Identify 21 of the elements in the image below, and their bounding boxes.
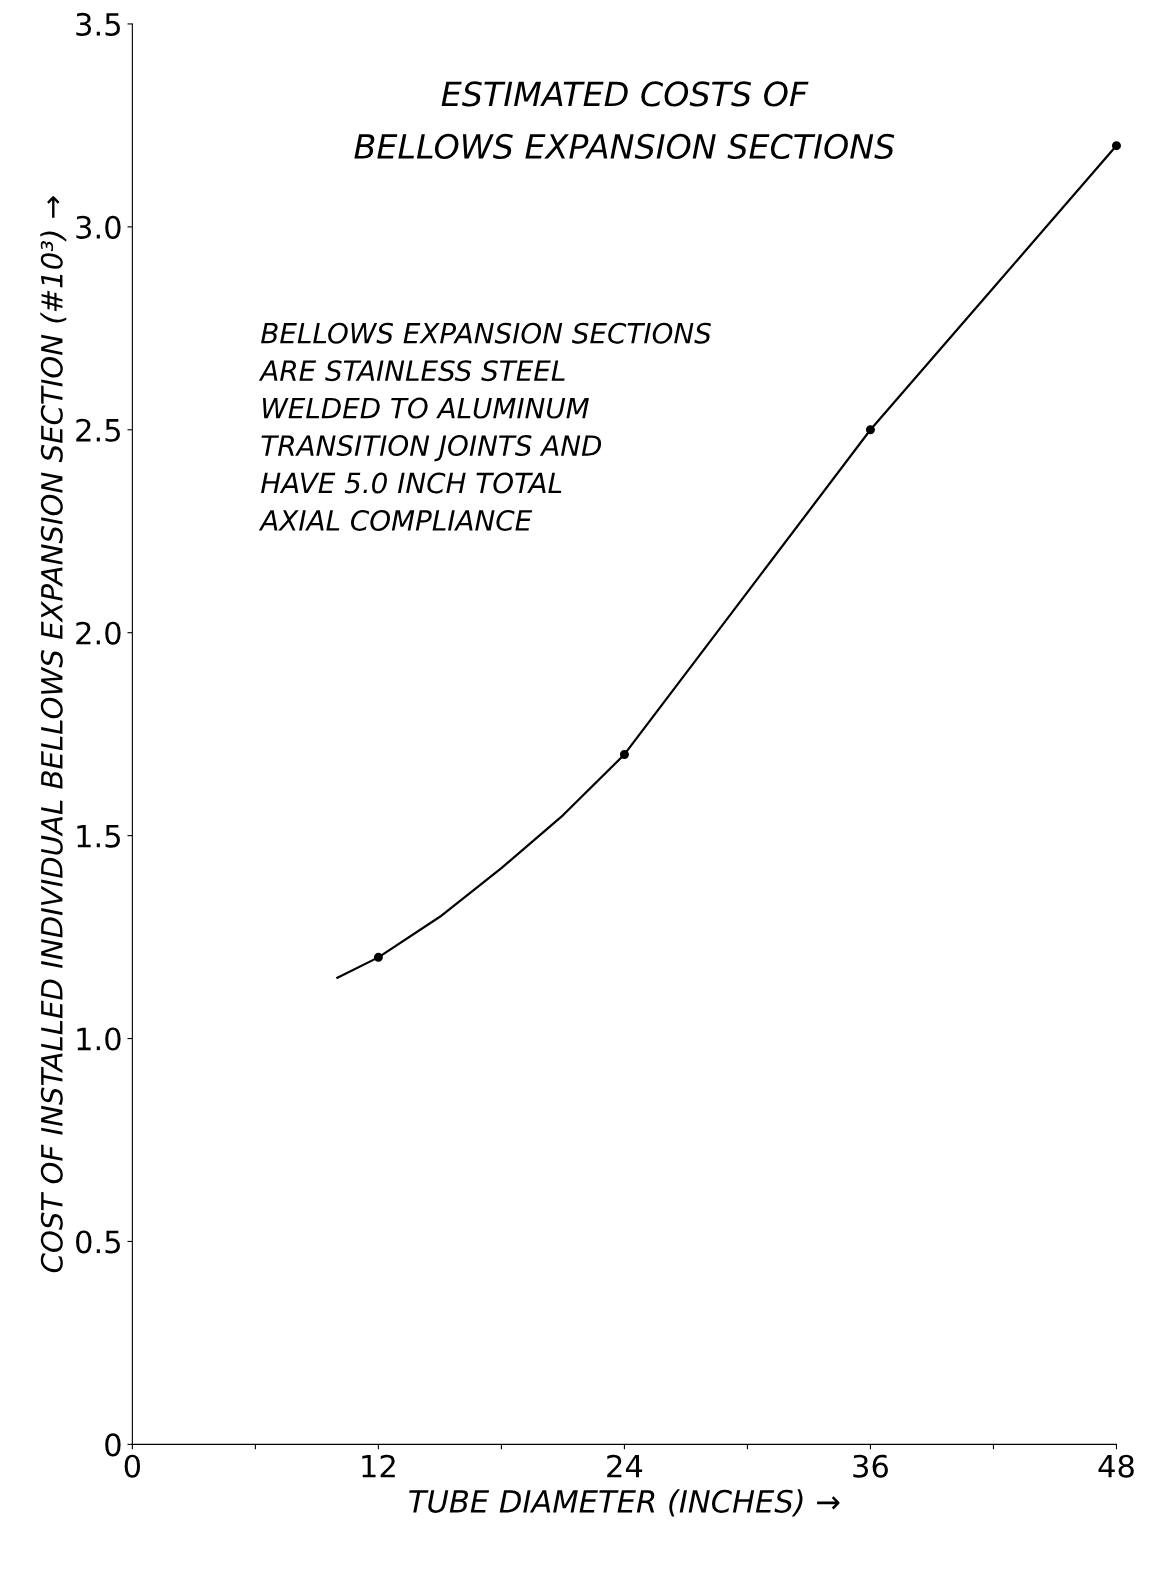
- y-tick-label: 1.0: [77, 1027, 121, 1051]
- x-tick-label: 24: [607, 1454, 643, 1478]
- text: ESTIMATED COSTS OF BELLOWS EXPANSION SECTIONS: [354, 81, 895, 160]
- x-tick-label: 36: [853, 1454, 888, 1478]
- y-axis-title: COST OF INSTALLED INDIVIDUAL BELLOWS EXPANSION SECTION (#10³) →: [40, 196, 67, 1273]
- y-tick-label: 0.5: [76, 1230, 120, 1254]
- x-tick-label: 12: [362, 1454, 395, 1478]
- y-tick-label: 3.5: [76, 12, 120, 36]
- y-tick-label: 3.0: [76, 215, 121, 239]
- point: [373, 952, 383, 962]
- x-tick-label: 0: [124, 1454, 141, 1478]
- y-tick-label: 1.5: [77, 824, 120, 848]
- annotation: BELLOWS EXPANSION SECTIONS ARE STAINLESS STEEL WELDED TO ALUMINUM TRANSITION JOINTS AND HAVE 5.0 INCH TOTAL AXIAL COMPLIANCE: [258, 322, 711, 531]
- y-tick-label: 0: [105, 1433, 121, 1457]
- x-axis-title: TUBE DIAMETER (INCHES) →: [409, 1489, 840, 1517]
- x-tick-label: 48: [1098, 1454, 1134, 1478]
- point: [619, 749, 629, 759]
- point: [1111, 141, 1121, 151]
- point: [865, 425, 875, 435]
- y-tick-label: 2.0: [76, 621, 121, 645]
- y-tick-label: 2.5: [76, 418, 120, 442]
